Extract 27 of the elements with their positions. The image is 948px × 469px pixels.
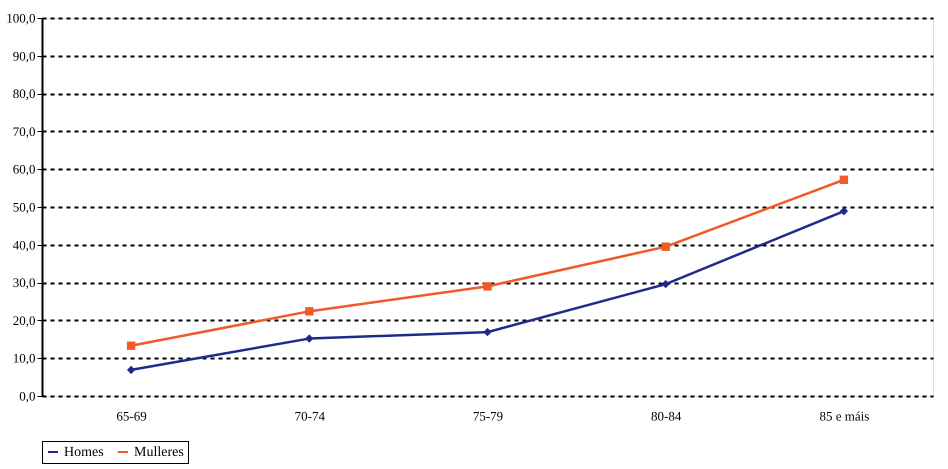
point <box>840 176 848 184</box>
y-tick-label: 60,0 <box>12 162 36 177</box>
x-tick-label: 80-84 <box>651 408 682 424</box>
point <box>662 280 670 288</box>
y-tick-label: 70,0 <box>12 124 36 139</box>
point <box>840 206 848 216</box>
y-tick-label: 10,0 <box>12 350 36 366</box>
x-tick-label: 70-74 <box>294 408 326 424</box>
point <box>305 307 314 316</box>
y-tick-label: 90,0 <box>12 48 36 64</box>
point <box>483 282 492 291</box>
point <box>126 342 136 350</box>
legend-label: Mulleres <box>134 445 184 460</box>
y-tick-label: 0,0 <box>19 388 36 404</box>
y-tick-label: 50,0 <box>12 200 36 214</box>
y-tick-label: 40,0 <box>12 237 36 252</box>
y-tick-label: 80,0 <box>12 86 36 102</box>
x-tick-label: 65-69 <box>116 408 147 424</box>
point <box>662 242 670 251</box>
legend-label: Homes <box>64 445 104 460</box>
point <box>126 366 136 374</box>
x-tick-label: 85 e máis <box>819 408 870 424</box>
point <box>305 334 314 343</box>
y-tick-label: 100,0 <box>6 10 36 26</box>
y-tick-label: 20,0 <box>12 312 36 328</box>
x-tick-label: 75-79 <box>472 408 504 424</box>
y-tick-label: 30,0 <box>12 275 36 290</box>
